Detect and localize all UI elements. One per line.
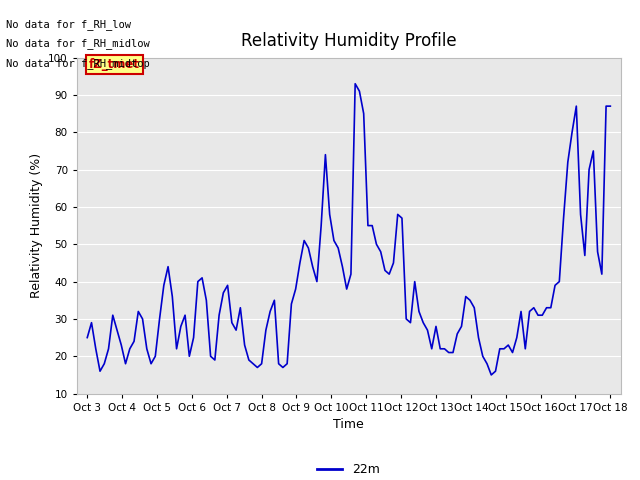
Title: Relativity Humidity Profile: Relativity Humidity Profile <box>241 33 456 50</box>
Text: No data for f_RH_midtop: No data for f_RH_midtop <box>6 58 150 69</box>
Text: No data for f_RH_low: No data for f_RH_low <box>6 19 131 30</box>
X-axis label: Time: Time <box>333 418 364 431</box>
Legend: 22m: 22m <box>312 458 385 480</box>
Text: fZ_tmet: fZ_tmet <box>89 58 140 71</box>
Y-axis label: Relativity Humidity (%): Relativity Humidity (%) <box>29 153 43 298</box>
Text: No data for f_RH_midlow: No data for f_RH_midlow <box>6 38 150 49</box>
